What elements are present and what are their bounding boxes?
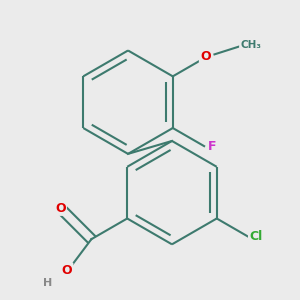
Text: CH₃: CH₃ [240,40,261,50]
Text: Cl: Cl [249,230,262,243]
Text: O: O [55,202,66,215]
Text: F: F [208,140,216,153]
Text: O: O [200,50,211,64]
Text: O: O [61,264,72,277]
Text: H: H [43,278,52,288]
